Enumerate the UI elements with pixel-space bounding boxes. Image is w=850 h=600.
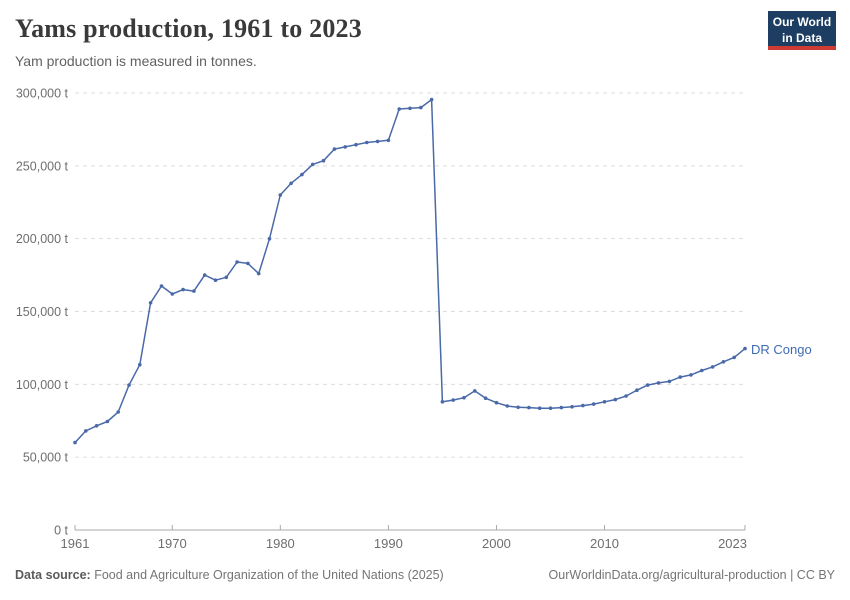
- data-point[interactable]: [148, 301, 153, 305]
- chart-footer: Data source: Food and Agriculture Organi…: [15, 568, 835, 582]
- data-point[interactable]: [505, 404, 510, 408]
- x-axis-tick-label: 1970: [158, 536, 187, 551]
- data-point[interactable]: [710, 365, 715, 369]
- data-point[interactable]: [419, 105, 423, 110]
- data-point[interactable]: [602, 400, 607, 404]
- data-point[interactable]: [743, 346, 747, 351]
- data-point[interactable]: [116, 410, 120, 414]
- data-point[interactable]: [700, 368, 704, 373]
- data-point[interactable]: [386, 138, 391, 143]
- data-point[interactable]: [732, 355, 736, 360]
- data-point[interactable]: [721, 360, 726, 364]
- data-point[interactable]: [613, 397, 618, 402]
- x-axis-tick-label: 2023: [718, 536, 747, 551]
- y-axis-tick-label: 150,000 t: [16, 305, 69, 319]
- data-point[interactable]: [267, 236, 272, 241]
- x-axis-tick-label: 1990: [374, 536, 403, 551]
- data-point[interactable]: [224, 275, 229, 280]
- y-axis-tick-label: 250,000 t: [16, 159, 69, 173]
- data-point[interactable]: [246, 261, 250, 266]
- data-point[interactable]: [473, 389, 477, 393]
- chart-title: Yams production, 1961 to 2023: [15, 14, 362, 43]
- data-source-text: Food and Agriculture Organization of the…: [90, 568, 444, 582]
- data-point[interactable]: [397, 107, 402, 111]
- data-point[interactable]: [483, 396, 488, 401]
- data-point[interactable]: [527, 405, 531, 410]
- data-point[interactable]: [591, 402, 596, 406]
- data-point[interactable]: [235, 260, 239, 264]
- x-axis-tick-label: 1980: [266, 536, 295, 551]
- data-point[interactable]: [127, 383, 131, 387]
- data-point[interactable]: [192, 289, 196, 293]
- data-point[interactable]: [354, 142, 358, 147]
- x-axis-tick-label: 1961: [61, 536, 90, 551]
- data-point[interactable]: [278, 193, 283, 197]
- y-axis-tick-label: 100,000 t: [16, 378, 69, 392]
- data-point[interactable]: [159, 284, 164, 288]
- data-point[interactable]: [678, 375, 682, 379]
- data-point[interactable]: [310, 162, 315, 167]
- data-point[interactable]: [289, 181, 293, 186]
- data-source-note: Data source: Food and Agriculture Organi…: [15, 568, 444, 582]
- data-point[interactable]: [516, 405, 520, 410]
- series-entity-label[interactable]: DR Congo: [751, 342, 812, 357]
- owid-logo[interactable]: Our World in Data: [768, 11, 836, 50]
- data-point[interactable]: [645, 383, 650, 387]
- data-point[interactable]: [202, 273, 207, 277]
- series-line[interactable]: [74, 98, 746, 444]
- attribution-link[interactable]: OurWorldinData.org/agricultural-producti…: [548, 568, 835, 582]
- y-axis-tick-label: 0 t: [54, 524, 68, 538]
- data-point[interactable]: [321, 158, 326, 163]
- data-point[interactable]: [213, 278, 218, 283]
- owid-logo-line2: in Data: [781, 30, 822, 45]
- data-point[interactable]: [429, 97, 434, 102]
- data-point[interactable]: [343, 145, 348, 149]
- data-point[interactable]: [84, 429, 88, 433]
- data-point[interactable]: [462, 395, 466, 400]
- data-point[interactable]: [300, 172, 304, 177]
- data-point[interactable]: [537, 406, 542, 411]
- data-point[interactable]: [256, 271, 261, 276]
- chart-subtitle: Yam production is measured in tonnes.: [15, 53, 257, 69]
- data-point[interactable]: [559, 405, 564, 410]
- data-point[interactable]: [451, 398, 456, 402]
- data-point[interactable]: [494, 400, 499, 405]
- data-point[interactable]: [581, 403, 585, 408]
- data-point[interactable]: [408, 106, 412, 111]
- data-point[interactable]: [73, 440, 77, 445]
- owid-logo-line1: Our World: [772, 15, 832, 29]
- data-point[interactable]: [570, 405, 574, 409]
- data-point[interactable]: [105, 419, 110, 424]
- data-point[interactable]: [548, 406, 553, 411]
- data-source-label: Data source:: [15, 568, 91, 582]
- data-point[interactable]: [170, 292, 175, 296]
- data-point[interactable]: [656, 381, 661, 385]
- x-axis-tick-label: 2010: [590, 536, 619, 551]
- data-point[interactable]: [94, 424, 99, 428]
- y-axis-tick-label: 200,000 t: [16, 232, 69, 246]
- data-point[interactable]: [689, 373, 693, 377]
- data-point[interactable]: [138, 362, 142, 367]
- y-axis-tick-label: 300,000 t: [16, 87, 69, 101]
- data-point[interactable]: [667, 379, 672, 384]
- x-axis-tick-label: 2000: [482, 536, 511, 551]
- data-point[interactable]: [332, 147, 337, 151]
- data-point[interactable]: [365, 140, 369, 145]
- y-axis-tick-label: 50,000 t: [23, 451, 69, 465]
- data-point[interactable]: [181, 287, 185, 292]
- data-point[interactable]: [635, 388, 639, 393]
- data-point[interactable]: [624, 394, 628, 398]
- data-point[interactable]: [375, 139, 380, 144]
- data-point[interactable]: [440, 400, 445, 404]
